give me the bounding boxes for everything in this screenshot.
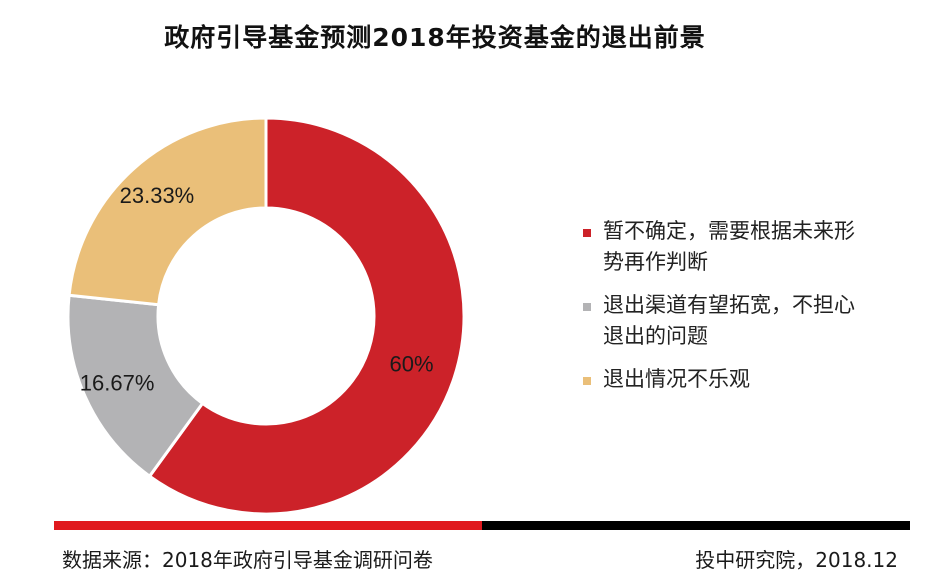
slice-value-label: 16.67% xyxy=(80,370,155,395)
credit-note: 投中研究院，2018.12 xyxy=(695,548,898,572)
legend-item-uncertain: 暂不确定，需要根据未来形 势再作判断 xyxy=(583,216,913,278)
legend-swatch-tan xyxy=(583,377,591,385)
legend-label-line: 退出的问题 xyxy=(603,324,708,348)
footer-rule-red xyxy=(54,521,482,530)
chart-title: 政府引导基金预测2018年投资基金的退出前景 xyxy=(164,23,706,52)
donut-chart: 60% 16.67% 23.33% xyxy=(66,116,466,516)
legend-label-line: 势再作判断 xyxy=(603,250,708,274)
slice-uncertain xyxy=(147,116,466,516)
legend-item-channels-widen: 退出渠道有望拓宽，不担心 退出的问题 xyxy=(583,290,913,352)
slice-value-label: 60% xyxy=(389,351,433,376)
slice-pessimistic xyxy=(67,116,268,307)
data-source-note: 数据来源：2018年政府引导基金调研问卷 xyxy=(62,548,433,572)
legend-swatch-gray xyxy=(583,303,591,311)
legend-label-line: 退出渠道有望拓宽，不担心 xyxy=(603,293,855,317)
legend-label-line: 退出情况不乐观 xyxy=(603,367,750,391)
legend-swatch-red xyxy=(583,229,591,237)
legend-item-pessimistic: 退出情况不乐观 xyxy=(583,364,913,395)
legend-label-line: 暂不确定，需要根据未来形 xyxy=(603,219,855,243)
slice-value-label: 23.33% xyxy=(120,183,195,208)
legend: 暂不确定，需要根据未来形 势再作判断 退出渠道有望拓宽，不担心 退出的问题 退出… xyxy=(583,216,913,407)
footer-rule-black xyxy=(482,521,910,530)
